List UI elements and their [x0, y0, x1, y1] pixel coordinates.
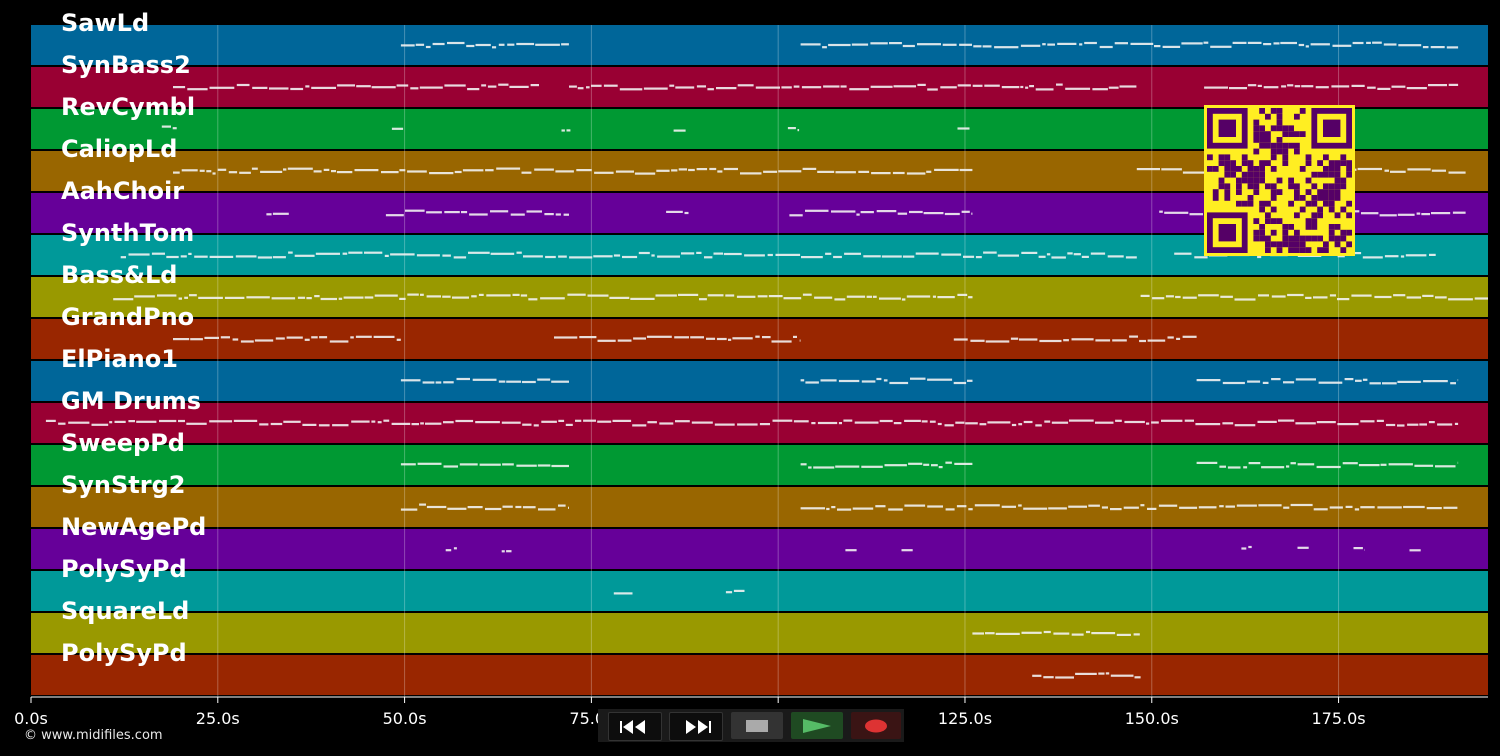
track-label: GM Drums [61, 387, 201, 415]
track-label: PolySyPd [61, 555, 187, 583]
note-segment [445, 547, 457, 552]
record-button[interactable] [851, 712, 901, 739]
note-segment [120, 251, 1137, 259]
track-label: ElPiano1 [61, 345, 178, 373]
note-segment [173, 167, 973, 175]
qr-code [1204, 105, 1355, 256]
note-segment [173, 83, 539, 91]
note-segment [787, 127, 800, 132]
note-segment [1196, 461, 1459, 469]
note-segment [1032, 672, 1141, 679]
note-segment [501, 550, 512, 553]
note-segment [901, 549, 913, 552]
track-label: RevCymbl [61, 93, 195, 121]
track-lane[interactable] [31, 319, 1488, 359]
note-segment [789, 209, 973, 217]
track-label: SynStrg2 [61, 471, 186, 499]
note-segment [800, 377, 973, 385]
track-lane[interactable] [31, 571, 1488, 611]
play-icon [803, 718, 831, 733]
axis-tick-label: 175.0s [1311, 709, 1365, 728]
axis-tick-label: 50.0s [383, 709, 427, 728]
record-icon [865, 719, 887, 732]
track-lane[interactable] [31, 487, 1488, 527]
track-lane[interactable] [31, 25, 1488, 65]
track-lane[interactable] [31, 655, 1488, 695]
note-segment [845, 549, 857, 552]
note-segment [1140, 293, 1488, 301]
note-segment [385, 209, 569, 217]
axis-tick-label: 125.0s [938, 709, 992, 728]
track-label: Bass&Ld [61, 261, 177, 289]
note-segment [266, 212, 289, 216]
note-segment [161, 125, 177, 130]
note-segment [972, 630, 1140, 636]
note-segment [957, 127, 970, 130]
track-label: NewAgePd [61, 513, 206, 541]
note-segment [400, 41, 569, 49]
fast-forward-icon [686, 719, 711, 734]
track-lane[interactable] [31, 529, 1488, 569]
track-label: CaliopLd [61, 135, 177, 163]
axis-tick-label: 150.0s [1125, 709, 1179, 728]
note-segment [1297, 546, 1309, 549]
note-segment [725, 589, 745, 594]
note-segment [391, 127, 404, 130]
note-segment [45, 419, 1459, 427]
track-lane[interactable] [31, 361, 1488, 401]
axis-tick-label: 0.0s [14, 709, 48, 728]
note-segment [666, 210, 689, 215]
fast-forward-button[interactable] [669, 712, 723, 741]
rewind-button[interactable] [608, 712, 662, 741]
track-label: SweepPd [61, 429, 185, 457]
note-segment [400, 462, 569, 468]
transport-controls [598, 709, 904, 742]
note-segment [800, 461, 973, 469]
track-label: SynBass2 [61, 51, 191, 79]
rewind-icon [620, 719, 645, 734]
stop-icon [746, 719, 768, 732]
track-label: SynthTom [61, 219, 194, 247]
track-lane[interactable] [31, 613, 1488, 653]
track-label: PolySyPd [61, 639, 187, 667]
note-segment [569, 83, 1137, 91]
track-label: GrandPno [61, 303, 194, 331]
note-segment [1241, 545, 1252, 550]
note-segment [800, 41, 1459, 49]
note-segment [613, 592, 633, 595]
note-segment [953, 335, 1197, 343]
note-segment [1196, 378, 1459, 385]
note-segment [1204, 83, 1459, 90]
note-segment [113, 293, 973, 301]
track-label: AahChoir [61, 177, 184, 205]
axis-tick-label: 25.0s [196, 709, 240, 728]
note-segment [554, 335, 801, 343]
track-lane[interactable] [31, 445, 1488, 485]
note-segment [400, 503, 569, 511]
stop-button[interactable] [731, 712, 783, 739]
note-segment [673, 129, 686, 132]
note-segment [400, 377, 569, 384]
note-segment [1353, 547, 1365, 551]
copyright-text: © www.midifiles.com [24, 728, 163, 743]
track-label: SquareLd [61, 597, 189, 625]
note-segment [173, 335, 401, 343]
play-button[interactable] [791, 712, 843, 739]
track-label: SawLd [61, 9, 149, 37]
note-segment [1409, 549, 1421, 552]
note-segment [561, 129, 571, 132]
note-segment [800, 503, 1458, 511]
